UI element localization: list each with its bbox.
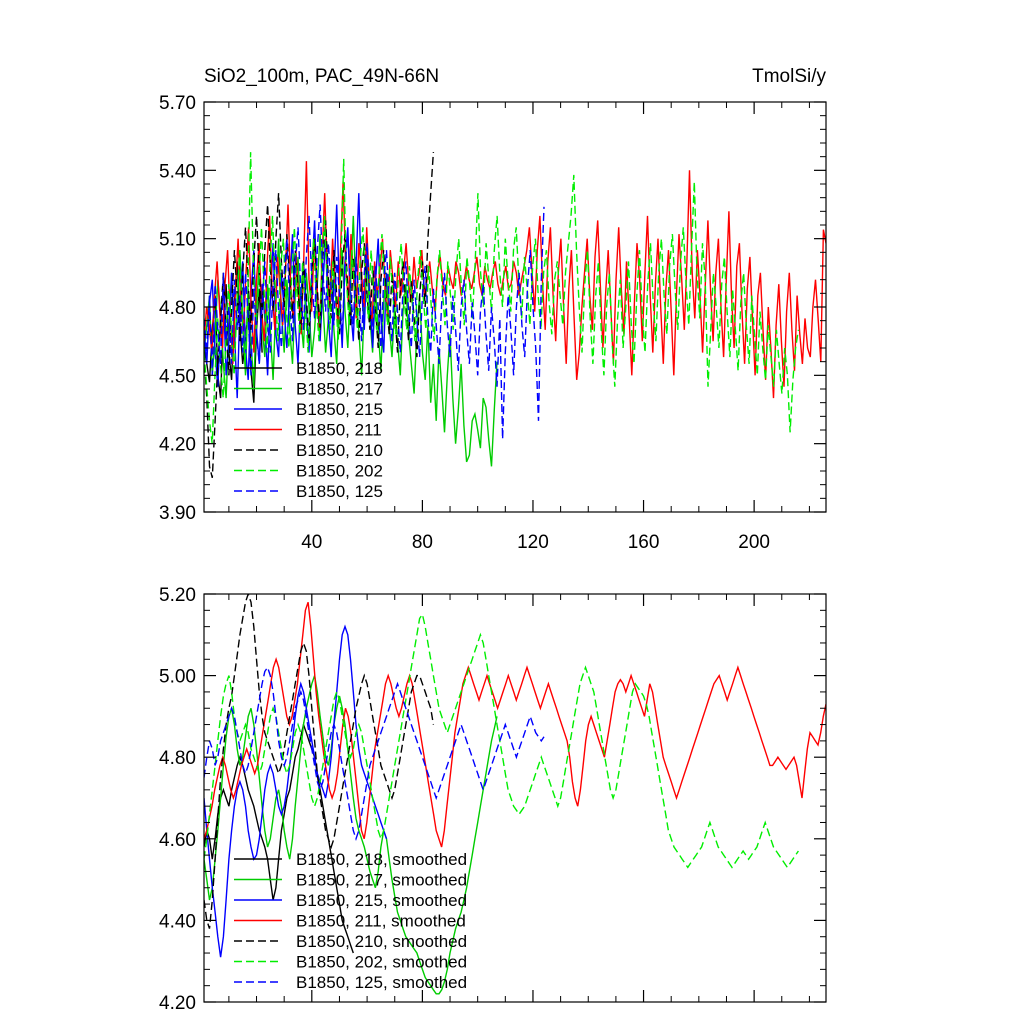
chart-title: SiO2_100m, PAC_49N-66N (204, 66, 439, 87)
legend-entry: B1850, 211, smoothed (296, 912, 466, 931)
legend-entry: B1850, 210 (296, 441, 383, 460)
series-line-5 (204, 594, 435, 929)
y-tick-label: 5.10 (159, 230, 196, 251)
legend-entry: B1850, 218 (296, 359, 383, 378)
bottom-series-group (204, 594, 826, 995)
y-tick-label: 4.20 (159, 435, 196, 456)
legend-entry: B1850, 125 (296, 482, 383, 501)
series-line-2 (204, 675, 498, 995)
units-label: TmolSi/y (752, 66, 826, 87)
legend-entry: B1850, 202 (296, 462, 383, 481)
y-tick-label: 5.20 (159, 585, 196, 606)
legend-entry: B1850, 215, smoothed (296, 891, 467, 910)
y-tick-label: 5.40 (159, 161, 196, 182)
legend-entry: B1850, 210, smoothed (296, 932, 467, 951)
series-line-6 (204, 152, 800, 444)
series-line-3 (204, 624, 388, 958)
top-panel: SiO2_100m, PAC_49N-66N TmolSi/y 3.90 4.20… (159, 66, 827, 553)
series-line-7 (204, 204, 545, 440)
y-tick-label: 4.80 (159, 748, 196, 769)
y-tick-label: 5.70 (159, 93, 196, 114)
series-line-4 (204, 161, 826, 399)
series-line-5 (204, 152, 435, 478)
x-tick-label: 80 (412, 532, 433, 553)
y-tick-label: 4.40 (159, 911, 196, 932)
legend-entry: B1850, 125, smoothed (296, 973, 467, 992)
bottom-panel: 4.20 4.40 4.60 4.80 5.00 5.20 B1850, 218, smo… (159, 585, 827, 1014)
legend-entry: B1850, 215 (296, 400, 383, 419)
top-series-group (204, 152, 826, 478)
series-line-4 (204, 601, 826, 848)
series-line-6 (204, 612, 799, 869)
y-tick-label: 5.00 (159, 667, 196, 688)
x-tick-label: 160 (628, 532, 660, 553)
legend-entry: B1850, 218, smoothed (296, 850, 467, 869)
x-tick-label: 200 (738, 532, 770, 553)
x-tick-label: 120 (517, 532, 549, 553)
top-axes: 3.90 4.20 4.50 4.80 5.10 5.40 5.70 40 80 120 160 20… (159, 93, 827, 553)
y-tick-label: 4.80 (159, 298, 196, 319)
bottom-axes: 4.20 4.40 4.60 4.80 5.00 5.20 (159, 585, 827, 1014)
legend-entry: B1850, 217, smoothed (296, 871, 467, 890)
y-tick-label: 4.60 (159, 830, 196, 851)
x-tick-label: 40 (301, 532, 322, 553)
y-tick-label: 3.90 (159, 503, 196, 524)
legend-entry: B1850, 202, smoothed (296, 953, 467, 972)
plot-frame (203, 593, 827, 1003)
series-line-7 (204, 665, 545, 842)
bottom-legend: B1850, 218, smoothed B1850, 217, smoothed… (234, 850, 467, 992)
legend-entry: B1850, 211 (296, 421, 382, 440)
y-tick-label: 4.20 (159, 993, 196, 1014)
y-tick-label: 4.50 (159, 366, 196, 387)
legend-entry: B1850, 217 (296, 380, 383, 399)
